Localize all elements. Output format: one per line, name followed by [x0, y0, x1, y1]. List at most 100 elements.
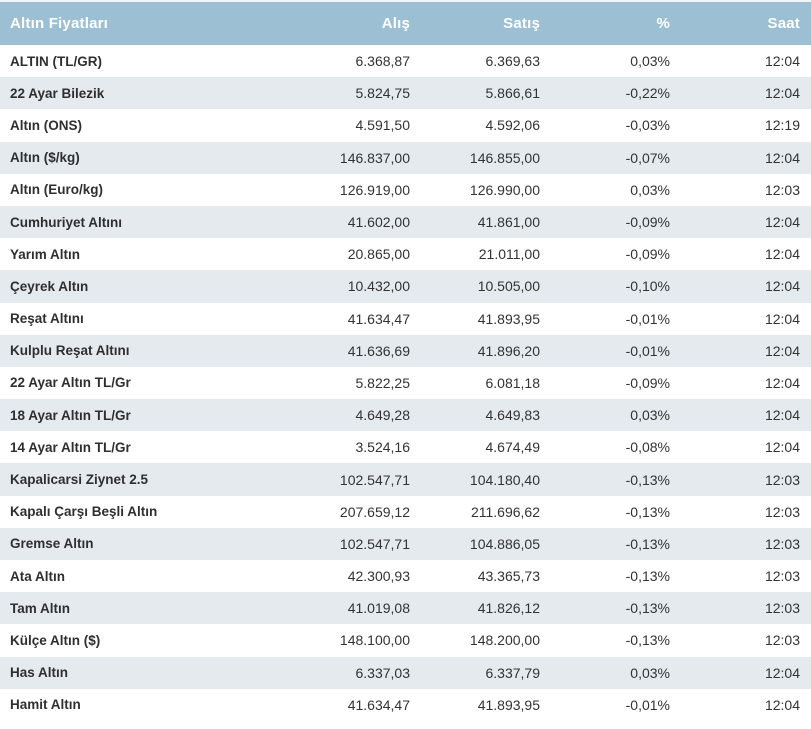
- row-label: 22 Ayar Altın TL/Gr: [10, 375, 131, 391]
- sell-value: 4.674,49: [485, 439, 541, 456]
- row-label: Külçe Altın ($): [10, 632, 101, 648]
- column-header-change-percent: %: [656, 15, 670, 32]
- table-row: Altın (ONS) 4.591,50 4.592,06 -0,03% 12:…: [0, 109, 811, 142]
- row-label: 14 Ayar Altın TL/Gr: [10, 439, 131, 455]
- buy-value: 146.837,00: [339, 149, 410, 166]
- time-value: 12:04: [764, 85, 800, 102]
- time-value: 12:04: [764, 439, 800, 456]
- table-row: Kapalicarsi Ziynet 2.5 102.547,71 104.18…: [0, 463, 811, 496]
- row-label: ALTIN (TL/GR): [10, 53, 102, 69]
- change-percent-value: -0,13%: [625, 568, 670, 585]
- time-value: 12:04: [764, 342, 800, 359]
- table-row: Altın (Euro/kg) 126.919,00 126.990,00 0,…: [0, 173, 811, 206]
- sell-value: 4.649,83: [485, 407, 541, 424]
- change-percent-value: -0,13%: [625, 503, 670, 520]
- change-percent-value: -0,13%: [625, 535, 670, 552]
- time-value: 12:04: [764, 278, 800, 295]
- row-label: 22 Ayar Bilezik: [10, 85, 105, 101]
- column-header-buy: Alış: [381, 15, 410, 32]
- time-value: 12:03: [764, 600, 800, 617]
- row-label: Has Altın: [10, 665, 69, 681]
- table-body: ALTIN (TL/GR) 6.368,87 6.369,63 0,03% 12…: [0, 45, 811, 721]
- table-row: Gremse Altın 102.547,71 104.886,05 -0,13…: [0, 527, 811, 560]
- buy-value: 6.337,03: [355, 664, 411, 681]
- row-label: 18 Ayar Altın TL/Gr: [10, 407, 131, 423]
- change-percent-value: -0,01%: [625, 342, 670, 359]
- change-percent-value: -0,22%: [625, 85, 670, 102]
- sell-value: 6.081,18: [485, 374, 541, 391]
- buy-value: 41.634,47: [347, 696, 410, 713]
- buy-value: 41.019,08: [347, 600, 410, 617]
- time-value: 12:04: [764, 310, 800, 327]
- row-label: Kapalicarsi Ziynet 2.5: [10, 472, 149, 488]
- sell-value: 43.365,73: [477, 568, 540, 585]
- row-label: Reşat Altını: [10, 311, 84, 327]
- sell-value: 10.505,00: [477, 278, 540, 295]
- change-percent-value: -0,01%: [625, 696, 670, 713]
- sell-value: 6.369,63: [485, 53, 541, 70]
- buy-value: 41.636,69: [347, 342, 410, 359]
- row-label: Gremse Altın: [10, 536, 94, 552]
- table-row: 22 Ayar Altın TL/Gr 5.822,25 6.081,18 -0…: [0, 366, 811, 400]
- sell-value: 41.826,12: [477, 600, 540, 617]
- buy-value: 41.602,00: [347, 214, 410, 231]
- table-row: Kulplu Reşat Altını 41.636,69 41.896,20 …: [0, 334, 811, 367]
- row-label: Kulplu Reşat Altını: [10, 343, 130, 359]
- change-percent-value: 0,03%: [630, 407, 670, 424]
- column-header-sell: Satış: [503, 15, 540, 32]
- buy-value: 102.547,71: [339, 535, 410, 552]
- buy-value: 4.649,28: [355, 407, 411, 424]
- buy-value: 41.634,47: [347, 310, 410, 327]
- time-value: 12:04: [764, 696, 800, 713]
- row-label: Ata Altın: [10, 568, 65, 584]
- change-percent-value: -0,07%: [625, 149, 670, 166]
- table-header-row: Altın Fiyatları Alış Satış % Saat: [0, 0, 811, 45]
- time-value: 12:04: [764, 374, 800, 391]
- row-label: Altın (Euro/kg): [10, 182, 103, 198]
- table-row: 18 Ayar Altın TL/Gr 4.649,28 4.649,83 0,…: [0, 399, 811, 432]
- time-value: 12:04: [764, 664, 800, 681]
- row-label: Çeyrek Altın: [10, 278, 89, 294]
- table-row: Çeyrek Altın 10.432,00 10.505,00 -0,10% …: [0, 270, 811, 303]
- change-percent-value: -0,09%: [625, 214, 670, 231]
- buy-value: 5.824,75: [355, 85, 411, 102]
- table-row: Cumhuriyet Altını 41.602,00 41.861,00 -0…: [0, 205, 811, 239]
- table-row: Hamit Altın 41.634,47 41.893,95 -0,01% 1…: [0, 688, 811, 721]
- row-label: Altın ($/kg): [10, 150, 80, 166]
- time-value: 12:03: [764, 503, 800, 520]
- time-value: 12:04: [764, 53, 800, 70]
- change-percent-value: -0,13%: [625, 471, 670, 488]
- change-percent-value: -0,01%: [625, 310, 670, 327]
- buy-value: 207.659,12: [339, 503, 410, 520]
- table-row: Tam Altın 41.019,08 41.826,12 -0,13% 12:…: [0, 592, 811, 625]
- row-label: Altın (ONS): [10, 117, 82, 133]
- change-percent-value: -0,03%: [625, 117, 670, 134]
- change-percent-value: -0,13%: [625, 632, 670, 649]
- buy-value: 42.300,93: [347, 568, 410, 585]
- sell-value: 21.011,00: [478, 246, 540, 263]
- sell-value: 148.200,00: [469, 632, 540, 649]
- table-row: Kapalı Çarşı Beşli Altın 207.659,12 211.…: [0, 495, 811, 528]
- buy-value: 4.591,50: [355, 117, 411, 134]
- sell-value: 104.886,05: [469, 535, 540, 552]
- change-percent-value: -0,08%: [625, 439, 670, 456]
- buy-value: 148.100,00: [339, 632, 410, 649]
- buy-value: 126.919,00: [339, 181, 410, 198]
- sell-value: 4.592,06: [485, 117, 541, 134]
- row-label: Hamit Altın: [10, 697, 81, 713]
- row-label: Cumhuriyet Altını: [10, 214, 123, 230]
- table-row: 22 Ayar Bilezik 5.824,75 5.866,61 -0,22%…: [0, 77, 811, 110]
- change-percent-value: 0,03%: [630, 664, 670, 681]
- sell-value: 41.893,95: [477, 310, 540, 327]
- change-percent-value: -0,13%: [625, 600, 670, 617]
- time-value: 12:03: [764, 181, 800, 198]
- sell-value: 41.896,20: [477, 342, 540, 359]
- change-percent-value: 0,03%: [630, 181, 670, 198]
- sell-value: 104.180,40: [469, 471, 540, 488]
- time-value: 12:04: [764, 149, 800, 166]
- change-percent-value: -0,09%: [625, 246, 670, 263]
- buy-value: 20.865,00: [347, 246, 410, 263]
- time-value: 12:04: [764, 214, 800, 231]
- table-row: Reşat Altını 41.634,47 41.893,95 -0,01% …: [0, 302, 811, 335]
